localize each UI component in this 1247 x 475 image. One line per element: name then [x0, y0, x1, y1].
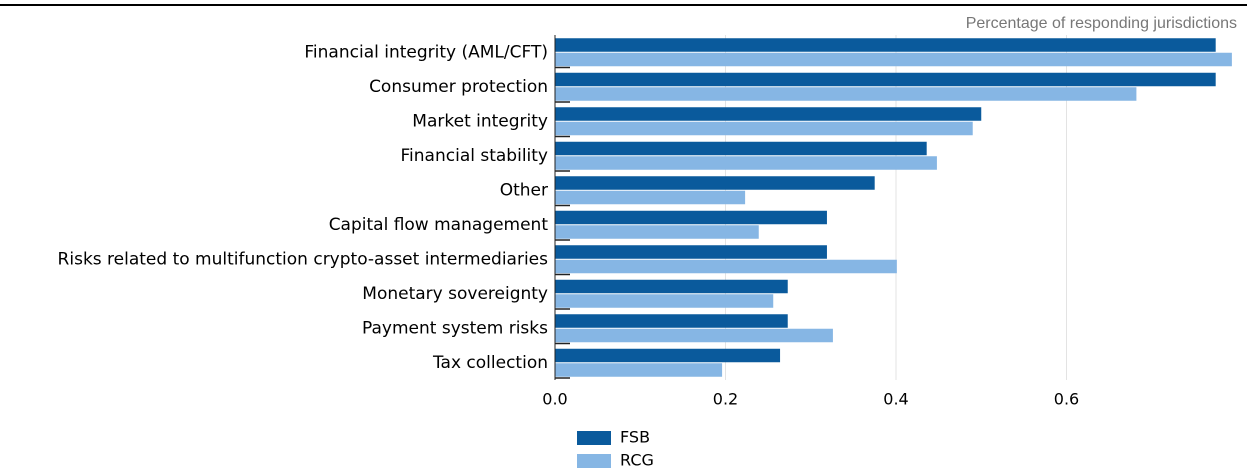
bar [555, 328, 833, 343]
legend-label: RCG [620, 451, 654, 470]
bar [555, 245, 827, 259]
bar [555, 176, 875, 190]
y-tick-label: Financial integrity (AML/CFT) [304, 42, 548, 62]
bar [555, 156, 937, 170]
bar [555, 72, 1216, 87]
bar [555, 121, 973, 136]
subtitle: Percentage of responding jurisdictions [966, 15, 1237, 32]
bar [555, 363, 723, 377]
legend-label: FSB [620, 428, 650, 447]
y-tick-label: Monetary sovereignty [362, 284, 548, 304]
x-tick-label: 0.0 [542, 390, 567, 409]
bar [555, 107, 982, 121]
bar [555, 294, 774, 308]
bar [555, 348, 781, 363]
x-tick-label: 0.6 [1054, 390, 1079, 409]
bar [555, 52, 1232, 67]
y-tick-label: Consumer protection [369, 77, 548, 97]
y-tick-label: Other [500, 180, 548, 200]
bar [555, 210, 827, 225]
bar [555, 190, 746, 205]
y-tick-label: Risks related to multifunction crypto-as… [58, 249, 549, 269]
bar [555, 314, 788, 328]
y-tick-label: Tax collection [432, 353, 548, 373]
legend-swatch [577, 454, 611, 468]
y-tick-label: Financial stability [401, 146, 548, 166]
bar [555, 87, 1137, 101]
y-tick-label: Market integrity [412, 111, 548, 131]
x-tick-label: 0.4 [883, 390, 908, 409]
x-tick-label: 0.2 [713, 390, 738, 409]
bar [555, 279, 788, 294]
bar [555, 38, 1216, 52]
bar [555, 141, 927, 156]
y-tick-label: Capital flow management [329, 215, 549, 235]
legend-swatch [577, 431, 611, 445]
y-tick-label: Payment system risks [362, 318, 548, 338]
bar [555, 225, 759, 239]
bar [555, 259, 897, 274]
